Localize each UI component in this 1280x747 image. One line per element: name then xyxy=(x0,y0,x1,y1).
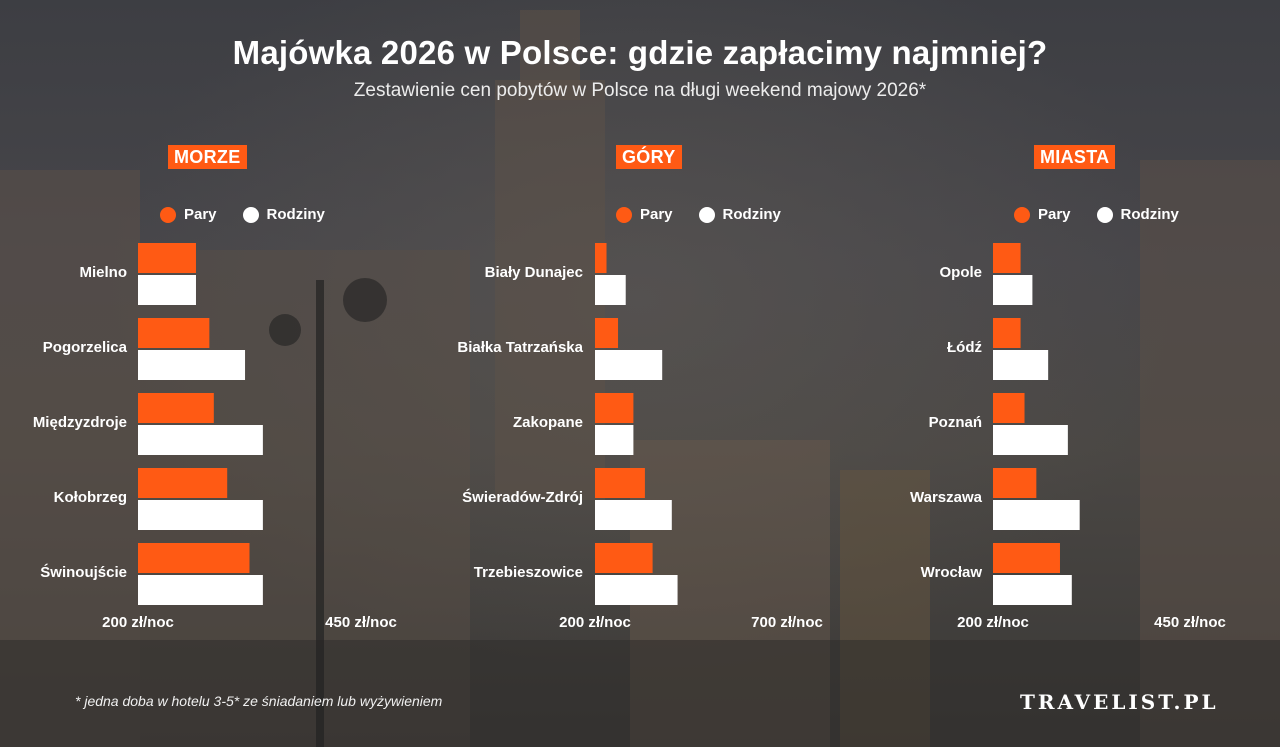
category-badge: GÓRY xyxy=(616,145,682,169)
legend-item-pary: Pary xyxy=(616,206,673,223)
axis-tick-label: 200 zł/noc xyxy=(102,614,174,631)
legend-dot-icon xyxy=(1096,206,1113,223)
bar-chart-morze: Mielno Pogorzelica Międzyzdroje Kołobrzeg Św… xyxy=(33,243,397,631)
axis-tick-label: 700 zł/noc xyxy=(751,614,823,631)
axis-tick-label: 200 zł/noc xyxy=(957,614,1029,631)
category-label: Wrocław xyxy=(921,564,983,581)
bar-pary xyxy=(993,318,1021,348)
bar-chart-miasta: Opole Łódź Poznań Warszawa Wrocław 200 zł/noc… xyxy=(910,243,1226,631)
chart-panel-miasta: MIASTA Pary Rodziny Opole Łódź Poznań Warsz… xyxy=(840,140,1240,640)
legend-label: Pary xyxy=(184,206,217,223)
bar-rodziny xyxy=(595,425,634,455)
legend: Pary Rodziny xyxy=(616,206,807,223)
legend: Pary Rodziny xyxy=(1014,206,1205,223)
bar-pary xyxy=(138,393,214,423)
bar-pary xyxy=(595,393,634,423)
category-badge: MIASTA xyxy=(1034,145,1116,169)
legend-item-pary: Pary xyxy=(1014,206,1071,223)
brand-logo: TRAVELIST.PL xyxy=(1020,690,1219,714)
bar-rodziny xyxy=(138,500,263,530)
chart-panel-gory: GÓRY Pary Rodziny Biały Dunajec Białka Ta… xyxy=(440,140,840,640)
legend-label: Pary xyxy=(1038,206,1071,223)
category-label: Pogorzelica xyxy=(43,339,128,356)
category-label: Trzebieszowice xyxy=(474,564,583,581)
bar-pary xyxy=(595,468,645,498)
bar-rodziny xyxy=(595,575,678,605)
bar-rodziny xyxy=(993,425,1068,455)
legend-dot-icon xyxy=(616,206,632,223)
legend-item-pary: Pary xyxy=(160,206,217,223)
bar-pary xyxy=(993,393,1025,423)
bar-pary xyxy=(595,318,619,348)
bar-pary xyxy=(595,243,607,273)
bar-pary xyxy=(993,468,1037,498)
axis-tick-label: 450 zł/noc xyxy=(1154,614,1226,631)
category-label: Biały Dunajec xyxy=(485,264,583,281)
legend-label: Pary xyxy=(640,206,673,223)
bar-pary xyxy=(595,543,653,573)
category-label: Świeradów-Zdrój xyxy=(462,488,583,506)
category-label: Międzyzdroje xyxy=(33,414,127,431)
category-label: Mielno xyxy=(80,264,128,281)
footnote: * jedna doba w hotelu 3-5* ze śniadaniem… xyxy=(75,693,443,709)
bar-rodziny xyxy=(595,275,626,305)
legend-dot-icon xyxy=(242,206,259,223)
category-label: Poznań xyxy=(929,414,982,431)
category-label: Opole xyxy=(939,264,982,281)
legend-item-rodziny: Rodziny xyxy=(698,206,781,223)
category-label: Warszawa xyxy=(910,489,983,506)
legend-dot-icon xyxy=(160,206,176,223)
legend-item-rodziny: Rodziny xyxy=(1096,206,1179,223)
bar-pary xyxy=(138,543,250,573)
axis-tick-label: 450 zł/noc xyxy=(325,614,397,631)
legend-label: Rodziny xyxy=(722,206,781,223)
axis-tick-label: 200 zł/noc xyxy=(559,614,631,631)
category-label: Kołobrzeg xyxy=(54,489,127,506)
bar-pary xyxy=(993,543,1060,573)
bar-rodziny xyxy=(595,350,663,380)
bar-rodziny xyxy=(993,350,1049,380)
legend-dot-icon xyxy=(698,206,715,223)
bar-rodziny xyxy=(138,350,246,380)
chart-panel-morze: MORZE Pary Rodziny Mielno Pogorzelica Międ… xyxy=(0,140,400,640)
category-label: Łódź xyxy=(947,339,982,356)
category-badge: MORZE xyxy=(168,145,247,169)
legend: Pary Rodziny xyxy=(160,206,351,223)
bar-rodziny xyxy=(138,425,263,455)
bar-pary xyxy=(138,243,196,273)
bar-pary xyxy=(138,468,228,498)
category-label: Zakopane xyxy=(513,414,583,431)
legend-label: Rodziny xyxy=(1120,206,1179,223)
bar-rodziny xyxy=(595,500,672,530)
bar-rodziny xyxy=(993,500,1080,530)
bar-rodziny xyxy=(138,575,263,605)
bar-pary xyxy=(138,318,210,348)
page-subtitle: Zestawienie cen pobytów w Polsce na dług… xyxy=(353,80,927,101)
bar-chart-gory: Biały Dunajec Białka Tatrzańska Zakopane Św… xyxy=(457,243,823,631)
bar-rodziny xyxy=(993,275,1033,305)
category-label: Świnoujście xyxy=(40,563,127,581)
legend-dot-icon xyxy=(1014,206,1030,223)
bar-rodziny xyxy=(138,275,196,305)
category-label: Białka Tatrzańska xyxy=(457,339,583,356)
page-title: Majówka 2026 w Polsce: gdzie zapłacimy n… xyxy=(232,34,1048,71)
legend-label: Rodziny xyxy=(266,206,325,223)
legend-item-rodziny: Rodziny xyxy=(242,206,325,223)
bar-rodziny xyxy=(993,575,1072,605)
bar-pary xyxy=(993,243,1021,273)
